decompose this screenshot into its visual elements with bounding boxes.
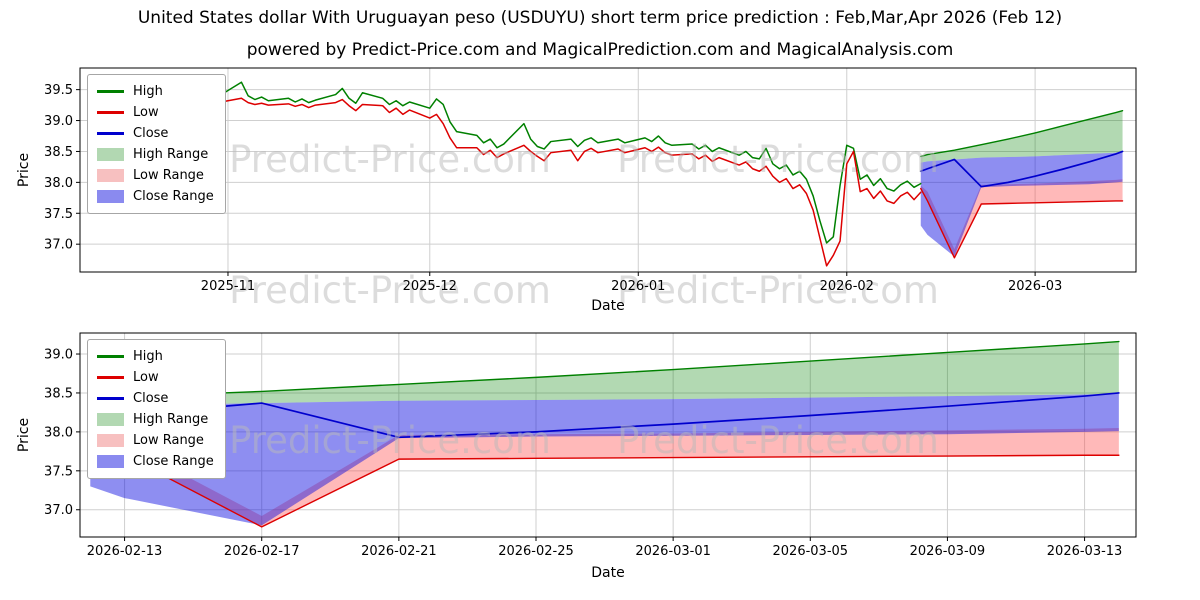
history-low-line [99,97,922,267]
x-tick-label: 2026-03-05 [773,544,849,559]
y-tick-label: 38.0 [44,176,73,191]
y-tick-label: 37.5 [44,464,73,479]
legend-item-close-range: Close Range [97,451,214,472]
y-tick-label: 39.5 [44,83,73,98]
legend-patch-swatch [97,169,124,182]
legend-item-low-range: Low Range [97,165,214,186]
watermark-text: Predict-Price.com [617,269,939,312]
legend-item-label: High [133,349,163,364]
legend-item-close-range: Close Range [97,186,214,207]
legend-patch-swatch [97,190,124,203]
legend-item-high: High [97,346,214,367]
x-tick-label: 2026-03-09 [910,544,986,559]
x-tick-label: 2026-03-01 [635,544,711,559]
x-tick-label: 2026-02-21 [361,544,437,559]
legend-item-label: High Range [133,147,209,162]
legend-item-label: Close Range [133,189,214,204]
close-range-band [920,152,1123,257]
legend-item-close: Close [97,388,214,409]
x-tick-label: 2025-12 [403,279,457,294]
watermark-text: Predict-Price.com [229,138,551,181]
x-tick-label: 2025-11 [201,279,255,294]
x-axis-label-top: Date [591,298,625,314]
x-tick-label: 2026-02-13 [87,544,163,559]
y-tick-label: 37.0 [44,238,73,253]
history-high-line [99,81,922,244]
legend-item-low: Low [97,102,214,123]
legend-line-swatch [97,376,124,379]
close-range-band [90,393,1119,526]
x-tick-label: 2026-03 [1008,279,1062,294]
legend-line-swatch [97,132,124,135]
legend-item-label: High Range [133,412,209,427]
plot-border [79,67,1137,273]
legend-item-high-range: High Range [97,409,214,430]
watermark-text: Predict-Price.com [617,419,939,462]
legend-item-label: Close Range [133,454,214,469]
chart-title: United States dollar With Uruguayan peso… [137,8,1063,28]
y-axis-label-top: Price [16,152,32,188]
y-tick-label: 38.5 [44,386,73,401]
legend-item-label: Low Range [133,433,204,448]
legend-patch-swatch [97,148,124,161]
watermark-text: Predict-Price.com [617,138,939,181]
legend-item-label: Low Range [133,168,204,183]
y-tick-label: 39.0 [44,348,73,363]
prediction-low-line [89,438,1120,528]
prediction-high-line [920,109,1124,158]
legend-item-low: Low [97,367,214,388]
watermark-text: Predict-Price.com [229,269,551,312]
legend-item-label: High [133,84,163,99]
legend-item-high: High [97,81,214,102]
x-tick-label: 2026-03-13 [1047,544,1123,559]
legend-item-low-range: Low Range [97,430,214,451]
chart-subtitle: powered by Predict-Price.com and Magical… [246,40,954,60]
low-range-band [90,427,1119,527]
legend-item-label: Close [133,126,169,141]
y-tick-label: 37.0 [44,503,73,518]
legend-patch-swatch [97,455,124,468]
legend-top-chart: High Low Close High Range Low Range Close Ran… [87,74,226,214]
legend-item-label: Close [133,391,169,406]
y-tick-label: 38.0 [44,425,73,440]
legend-item-label: Low [133,105,159,120]
watermark-text: Predict-Price.com [229,419,551,462]
legend-item-high-range: High Range [97,144,214,165]
y-tick-label: 37.5 [44,207,73,222]
x-tick-label: 2026-02-17 [224,544,300,559]
legend-item-close: Close [97,123,214,144]
legend-line-swatch [97,397,124,400]
legend-line-swatch [97,111,124,114]
legend-line-swatch [97,355,124,358]
x-tick-label: 2026-01 [611,279,665,294]
x-axis-label-bottom: Date [591,565,625,581]
y-axis-label-bottom: Price [16,417,32,453]
legend-bottom-chart: High Low Close High Range Low Range Close Ran… [87,339,226,479]
legend-patch-swatch [97,434,124,447]
prediction-close-line [919,150,1124,188]
plot-border [79,332,1137,538]
legend-line-swatch [97,90,124,93]
y-tick-label: 38.5 [44,145,73,160]
low-range-band [920,179,1123,258]
legend-patch-swatch [97,413,124,426]
y-tick-label: 39.0 [44,114,73,129]
legend-item-label: Low [133,370,159,385]
prediction-low-line [920,187,1124,259]
price-history-chart: Predict-Price.com Predict-Price.com Predic… [44,67,1137,312]
x-tick-label: 2026-02-25 [498,544,574,559]
x-tick-label: 2026-02 [820,279,874,294]
prediction-detail-chart: Predict-Price.com Predict-Price.com 2026-0… [44,332,1137,559]
